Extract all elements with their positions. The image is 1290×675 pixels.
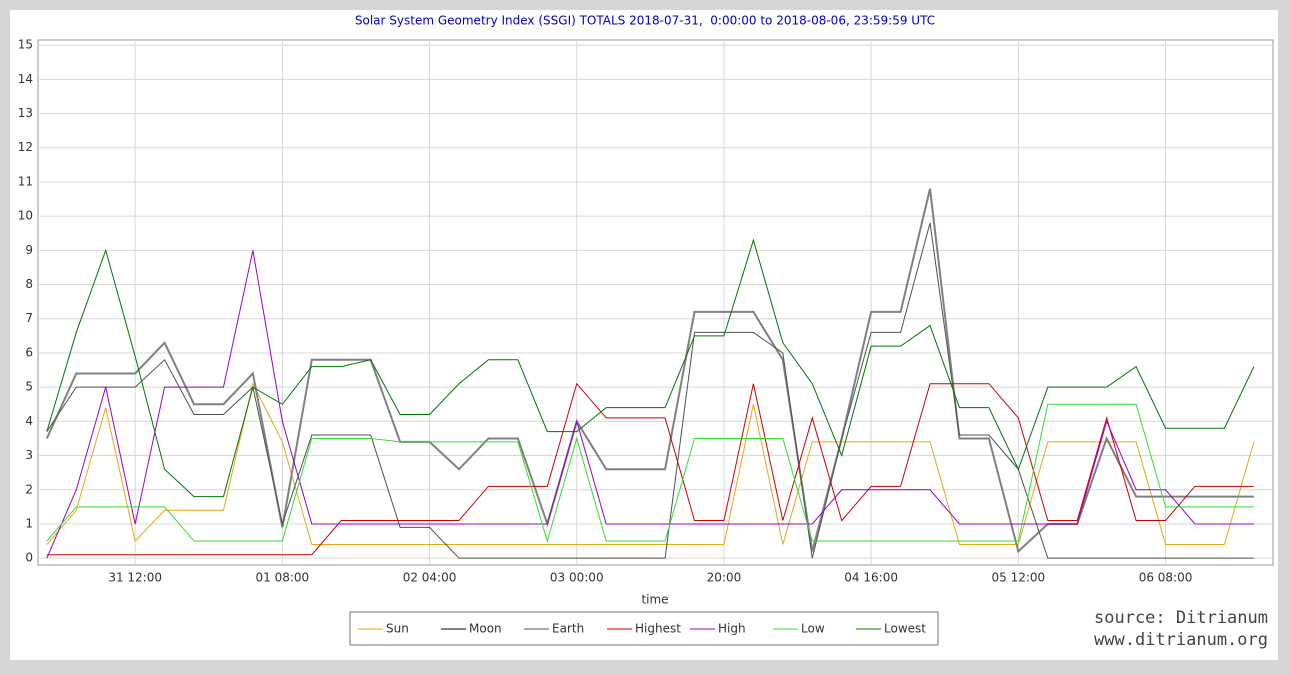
legend-label: Lowest [884, 622, 926, 636]
y-tick-label: 6 [25, 345, 33, 359]
series-line [46, 382, 1254, 556]
x-tick-label: 05 12:00 [992, 571, 1046, 585]
x-tick-label: 02 04:00 [403, 571, 457, 585]
x-tick-label: 01 08:00 [256, 571, 310, 585]
y-tick-label: 10 [18, 209, 33, 223]
x-tick-label: 31 12:00 [108, 571, 162, 585]
plot-area [37, 39, 1274, 566]
y-tick-label: 14 [18, 72, 33, 86]
y-tick-label: 12 [18, 140, 33, 154]
x-tick-label: 03 00:00 [550, 571, 604, 585]
y-tick-label: 4 [25, 414, 33, 428]
y-tick-label: 11 [18, 174, 33, 188]
legend-label: Low [801, 622, 825, 636]
y-tick-label: 7 [25, 311, 33, 325]
source-text: source: Ditrianum [1094, 608, 1268, 628]
y-tick-label: 13 [18, 106, 33, 120]
series-line [46, 238, 1255, 498]
x-tick-label: 20:00 [707, 571, 742, 585]
y-tick-label: 1 [25, 516, 33, 530]
y-tick-label: 9 [25, 243, 33, 257]
legend-label: Moon [469, 622, 502, 636]
x-tick-label: 06 08:00 [1139, 571, 1193, 585]
y-tick-label: 0 [25, 551, 33, 565]
y-tick-label: 3 [25, 448, 33, 462]
legend-label: Earth [552, 622, 584, 636]
legend-label: High [718, 622, 746, 636]
y-tick-label: 15 [18, 38, 33, 52]
x-axis-label: time [641, 593, 668, 607]
y-tick-label: 8 [25, 277, 33, 291]
series-line [46, 403, 1254, 543]
chart-title: Solar System Geometry Index (SSGI) TOTAL… [355, 14, 935, 28]
x-tick-label: 04 16:00 [844, 571, 898, 585]
y-tick-label: 5 [25, 380, 33, 394]
legend-label: Highest [635, 622, 681, 636]
y-tick-label: 2 [25, 482, 33, 496]
series-line [46, 250, 1254, 559]
source-url: www.ditrianum.org [1094, 630, 1268, 650]
series-line [46, 222, 1254, 559]
legend-label: Sun [386, 622, 409, 636]
